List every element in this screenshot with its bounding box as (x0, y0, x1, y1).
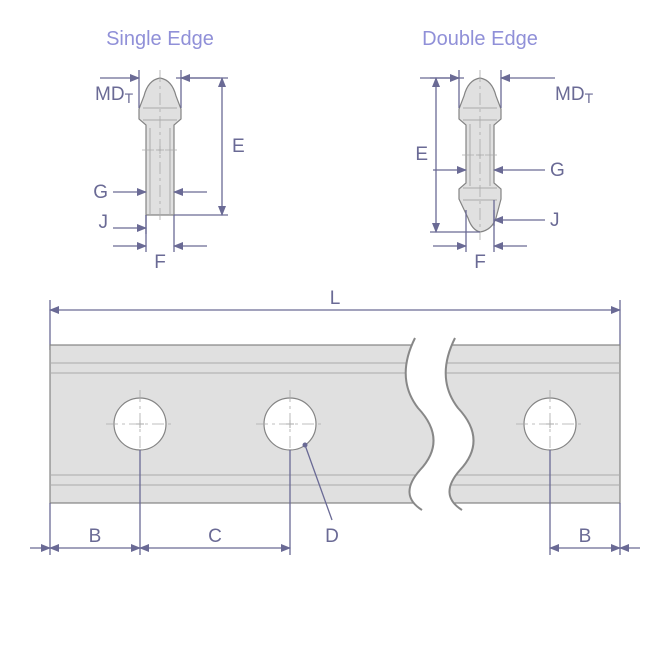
single-edge-title: Single Edge (106, 28, 214, 50)
single-md-sub: T (125, 90, 134, 106)
single-e-label: E (232, 136, 245, 157)
single-j-label: J (99, 212, 109, 233)
double-j-label: J (550, 210, 560, 231)
single-g-label: G (93, 182, 108, 203)
rail-section: L (30, 288, 640, 555)
svg-text:MDT: MDT (555, 84, 594, 106)
double-md-sub: T (585, 90, 594, 106)
single-f-label: F (154, 252, 166, 273)
double-e-label: E (415, 144, 428, 165)
rail-d-label: D (325, 526, 339, 547)
double-md-label: MD (555, 84, 585, 105)
single-edge-profile (139, 70, 181, 222)
double-f-label: F (474, 252, 486, 273)
rail-b2-label: B (579, 526, 592, 547)
double-g-label: G (550, 160, 565, 181)
rail-l-label: L (330, 288, 341, 309)
svg-text:MDT: MDT (95, 84, 134, 106)
double-edge-title: Double Edge (422, 28, 538, 50)
single-edge-section: Single Edge MDT E G J (93, 28, 244, 273)
technical-drawing: Single Edge MDT E G J (0, 0, 670, 670)
double-edge-profile (459, 70, 501, 240)
rail-c-label: C (208, 526, 222, 547)
single-md-label: MD (95, 84, 125, 105)
rail-b1-label: B (89, 526, 102, 547)
double-edge-section: Double Edge MDT E G J (415, 28, 593, 273)
